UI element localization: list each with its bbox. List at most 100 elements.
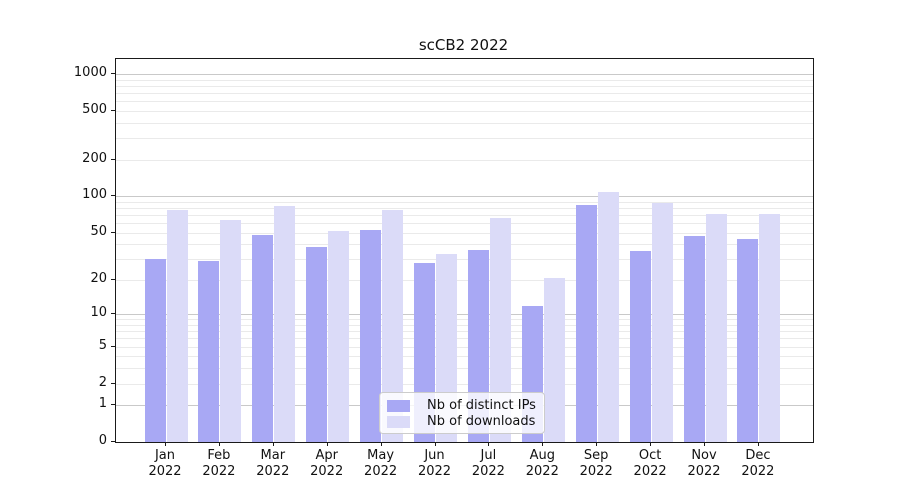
x-tick-label: Feb 2022 xyxy=(202,448,236,479)
x-tick-label: Mar 2022 xyxy=(256,448,290,479)
x-tick-mark xyxy=(165,442,166,446)
y-tick-label: 2 xyxy=(98,374,107,390)
x-tick-mark xyxy=(542,442,544,446)
x-tick-label: Nov 2022 xyxy=(687,448,721,479)
x-tick-label: Jun 2022 xyxy=(417,448,452,479)
y-gridline-minor xyxy=(116,159,813,161)
y-gridline-minor xyxy=(116,232,813,234)
y-tick-mark xyxy=(111,110,115,112)
x-tick-mark xyxy=(326,442,328,446)
bar-distinct-ips-feb xyxy=(198,261,220,442)
y-gridline-minor xyxy=(116,101,813,103)
y-gridline-minor xyxy=(116,356,813,358)
y-gridline-minor xyxy=(116,280,813,281)
y-gridline-major xyxy=(116,196,813,198)
y-tick-mark xyxy=(111,231,115,233)
y-gridline-minor xyxy=(116,346,813,348)
y-tick-label: 200 xyxy=(82,150,107,166)
y-tick-mark xyxy=(111,73,115,75)
y-gridline-minor xyxy=(116,79,813,81)
x-tick-mark xyxy=(272,442,274,446)
bar-downloads-nov xyxy=(705,213,727,442)
y-tick-label: 100 xyxy=(82,187,107,203)
bar-downloads-aug xyxy=(543,277,565,442)
y-gridline-minor xyxy=(116,201,813,203)
legend-label-distinct-ips: Nb of distinct IPs xyxy=(427,398,536,413)
bar-distinct-ips-may xyxy=(360,229,382,442)
y-tick-mark xyxy=(111,441,115,442)
bar-downloads-oct xyxy=(651,203,673,442)
chart-title: scCB2 2022 xyxy=(418,36,509,54)
y-tick-label: 50 xyxy=(90,223,107,239)
bar-downloads-jul xyxy=(489,218,511,442)
y-tick-label: 0 xyxy=(98,433,107,448)
bar-downloads-apr xyxy=(328,230,350,442)
bar-distinct-ips-mar xyxy=(252,234,274,442)
y-gridline-minor xyxy=(116,123,813,124)
y-tick-mark xyxy=(111,404,115,406)
x-tick-label: Jan 2022 xyxy=(148,448,182,479)
x-tick-label: Oct 2022 xyxy=(633,448,667,479)
y-gridline-minor xyxy=(116,223,813,225)
bar-distinct-ips-jan xyxy=(144,259,166,442)
y-tick-mark xyxy=(111,345,115,347)
y-gridline-minor xyxy=(116,111,813,113)
y-gridline-minor xyxy=(116,215,813,217)
legend-item-downloads: Nb of downloads xyxy=(387,414,536,430)
y-gridline-minor xyxy=(116,208,813,210)
bar-downloads-dec xyxy=(759,213,781,442)
bar-downloads-may xyxy=(382,210,404,442)
y-gridline-minor xyxy=(116,86,813,88)
plot-area xyxy=(115,58,814,443)
y-tick-mark xyxy=(111,382,115,384)
y-gridline-minor xyxy=(116,368,813,370)
x-tick-mark xyxy=(704,442,705,446)
y-tick-mark xyxy=(111,158,115,160)
x-tick-label: Jul 2022 xyxy=(471,448,505,479)
y-gridline-minor xyxy=(116,93,813,95)
bar-distinct-ips-apr xyxy=(306,247,328,442)
x-tick-mark xyxy=(380,442,382,446)
y-tick-label: 20 xyxy=(90,271,107,286)
x-tick-label: Aug 2022 xyxy=(525,448,559,479)
y-tick-label: 10 xyxy=(90,305,107,321)
y-tick-label: 500 xyxy=(82,102,107,118)
y-gridline-minor xyxy=(116,259,813,261)
y-gridline-minor xyxy=(116,138,813,140)
y-gridline-minor xyxy=(116,331,813,333)
bar-downloads-jan xyxy=(166,210,188,442)
bar-distinct-ips-sep xyxy=(575,204,597,442)
y-gridline-minor xyxy=(116,338,813,340)
y-gridline-minor xyxy=(116,383,813,385)
x-tick-label: Apr 2022 xyxy=(310,448,344,479)
y-tick-label: 1 xyxy=(98,396,107,412)
x-tick-mark xyxy=(488,442,490,446)
bar-downloads-mar xyxy=(274,206,296,442)
y-tick-label: 5 xyxy=(98,337,107,353)
bar-distinct-ips-oct xyxy=(629,251,651,442)
legend: Nb of distinct IPs Nb of downloads xyxy=(379,392,545,434)
y-tick-mark xyxy=(111,313,115,315)
bar-distinct-ips-dec xyxy=(737,239,759,442)
legend-swatch-downloads xyxy=(387,416,410,428)
x-tick-label: Dec 2022 xyxy=(741,448,775,479)
y-gridline-major xyxy=(116,74,813,76)
bar-distinct-ips-nov xyxy=(683,236,705,442)
x-tick-mark xyxy=(218,442,220,446)
y-gridline-minor xyxy=(116,325,813,327)
legend-label-downloads: Nb of downloads xyxy=(427,414,536,429)
x-tick-mark xyxy=(757,442,759,446)
y-gridline-minor xyxy=(116,244,813,246)
y-tick-mark xyxy=(111,279,115,280)
y-gridline-major xyxy=(116,314,813,316)
y-gridline-minor xyxy=(116,319,813,321)
x-tick-mark xyxy=(434,442,436,446)
x-tick-label: May 2022 xyxy=(364,448,398,479)
y-tick-label: 1000 xyxy=(73,65,107,81)
y-tick-mark xyxy=(111,195,115,197)
x-tick-mark xyxy=(650,442,652,446)
x-tick-label: Sep 2022 xyxy=(579,448,613,479)
legend-item-distinct-ips: Nb of distinct IPs xyxy=(387,398,536,414)
legend-swatch-distinct-ips xyxy=(387,400,410,412)
